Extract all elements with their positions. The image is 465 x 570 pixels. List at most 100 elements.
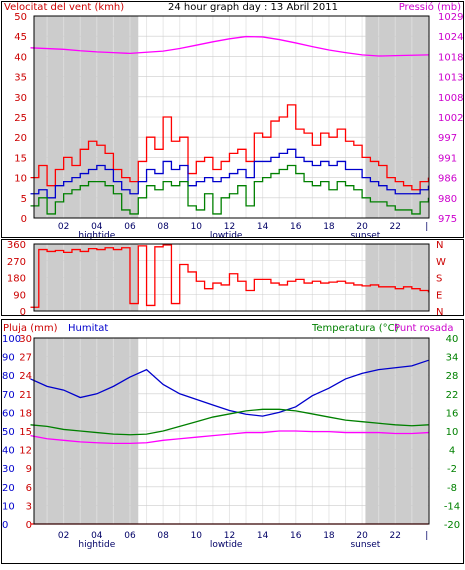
climate-panel-frame [33,337,430,525]
direction-axis-tick: 270 [7,257,26,268]
direction-series [30,244,430,308]
climate-panel-hour-tick: 22 [390,531,401,541]
rain-axis-title: Pluja (mm) [3,323,58,334]
humidity-axis-tick: 30 [2,464,15,475]
temperature-axis-tick: -14 [444,501,460,512]
rain-axis-tick: 6 [26,483,32,494]
climate-panel-hour-tick: 10 [191,531,203,541]
direction-compass-tick: N [436,307,443,318]
wind-axis-tick: 35 [14,73,27,84]
wind-axis-tick: 25 [14,113,27,124]
wind-panel-hour-tick: 02 [58,222,69,232]
direction-compass-tick: S [436,274,442,285]
humidity-axis-tick: 50 [2,427,15,438]
wind-axis-tick: 5 [21,194,27,205]
wind-axis-tick: 30 [14,93,27,104]
climate-panel-event-sunset: sunset [350,540,380,550]
climate-panel-hour-tick: 14 [257,531,269,541]
direction-compass-tick: W [436,257,446,268]
rain-axis-tick: 24 [19,371,32,382]
humidity-axis-tick: 70 [2,390,15,401]
direction-axis-tick: 0 [20,307,26,318]
humidity-axis-tick: 10 [2,501,15,512]
wind-axis-tick: 40 [14,52,27,63]
climate-panel-end-marker: | [425,531,428,541]
direction-axis-tick: 180 [7,274,26,285]
climate-series-temperatura [30,408,429,436]
rain-axis-tick: 30 [19,334,32,345]
direction-panel-frame [33,243,430,312]
climate-panel-hour-tick: 06 [124,531,136,541]
wind-panel-hour-tick: 06 [124,222,136,232]
humidity-axis-tick: 80 [2,371,15,382]
temperature-axis-tick: 28 [446,371,459,382]
temperature-axis-tick: 10 [446,427,459,438]
wind-series-minimum [30,164,430,215]
temperature-axis-title: Temperatura (°C) [311,323,399,334]
wind-axis-tick: 45 [14,32,27,43]
temperature-axis-tick: 4 [449,446,455,457]
pressure-axis-tick: 1002 [438,113,463,124]
wind-panel-hour-tick: 04 [91,222,103,232]
humidity-axis-tick: 40 [2,446,15,457]
wind-panel-end-marker: | [425,222,428,232]
wind-axis-tick: 20 [14,133,27,144]
climate-panel-hour-tick: 02 [58,531,69,541]
rain-axis-tick: 0 [26,520,32,531]
rain-axis-tick: 3 [26,501,32,512]
pressure-axis-title: Pressió (mb) [399,1,461,13]
pressure-axis-tick: 1008 [438,93,463,104]
wind-panel-hour-tick: 16 [290,222,302,232]
climate-panel-hour-tick: 18 [323,531,335,541]
pressure-axis-tick: 1024 [438,32,463,43]
wind-series-pressure [30,35,429,57]
humidity-axis-tick: 0 [2,520,8,531]
wind-axis-tick: 50 [14,12,27,23]
wind-panel-hour-tick: 08 [157,222,169,232]
pressure-axis-tick: 975 [438,214,457,225]
rain-axis-tick: 9 [26,464,32,475]
rain-axis-tick: 12 [19,446,32,457]
wind-series-gust [30,104,430,191]
climate-panel-hour-tick: 12 [224,531,235,541]
dew-point-axis-title: Punt rosada [394,323,453,334]
wind-panel-hour-tick: 12 [224,222,235,232]
rain-axis-tick: 15 [19,427,32,438]
wind-panel-event-sunset: sunset [350,231,380,241]
pressure-axis-tick: 1018 [438,52,463,63]
climate-panel-hour-tick: 20 [356,531,368,541]
humidity-axis-tick: 100 [2,334,21,345]
temperature-axis-tick: 34 [446,353,459,364]
temperature-axis-tick: 16 [446,408,459,419]
climate-section-border [1,319,464,564]
humidity-axis-tick: 20 [2,483,15,494]
wind-panel-hour-tick: 20 [356,222,368,232]
direction-section-border [1,239,464,316]
wind-panel-hour-tick: 10 [191,222,203,232]
rain-axis-tick: 18 [19,408,32,419]
climate-panel-event-lowtide: lowtide [210,540,243,550]
wind-panel-event-hightide: hightide [78,231,115,241]
climate-panel-hour-tick: 16 [290,531,302,541]
climate-panel-hour-tick: 08 [157,531,169,541]
direction-axis-tick: 360 [7,240,26,251]
wind-panel-frame [33,15,430,219]
pressure-axis-tick: 986 [438,174,457,185]
graph-title: 24 hour graph day : 13 Abril 2011 [168,2,338,13]
climate-panel-hour-tick: 04 [91,531,103,541]
direction-compass-tick: E [436,290,442,301]
wind-axis-tick: 10 [14,174,27,185]
climate-series-punt-rosada [30,430,429,445]
pressure-axis-tick: 991 [438,153,457,164]
wind-section-border [1,1,464,238]
wind-panel-hour-tick: 22 [390,222,401,232]
wind-series-average [30,148,430,199]
wind-panel-hour-tick: 18 [323,222,335,232]
temperature-axis-tick: -2 [447,464,457,475]
climate-panel-event-hightide: hightide [78,540,115,550]
direction-axis-tick: 90 [13,290,26,301]
pressure-axis-tick: 1029 [438,12,463,23]
climate-series-humitat [30,359,429,417]
